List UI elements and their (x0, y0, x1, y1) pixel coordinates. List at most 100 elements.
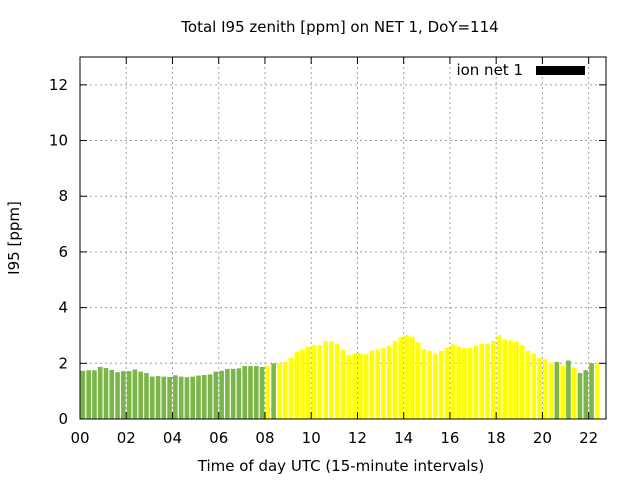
bar (543, 359, 548, 419)
bar (138, 371, 143, 419)
bar (375, 349, 380, 419)
x-tick-label: 18 (487, 429, 506, 447)
bar (236, 368, 242, 419)
bar (265, 366, 271, 419)
bar (427, 350, 433, 419)
bar (415, 342, 421, 419)
bar (410, 336, 415, 419)
bar (358, 353, 363, 419)
bar (306, 346, 311, 419)
bar (219, 370, 224, 419)
bar (184, 377, 190, 419)
bar (109, 369, 115, 419)
y-tick-label: 10 (49, 132, 68, 150)
bar (173, 375, 178, 419)
bar (537, 357, 542, 419)
bar (340, 349, 346, 419)
bar (363, 354, 369, 419)
bar (421, 349, 427, 419)
bar (317, 345, 323, 419)
bar (346, 354, 352, 419)
bar (352, 353, 357, 419)
bar (253, 366, 259, 419)
bar (86, 370, 91, 419)
bar (369, 350, 375, 419)
bar (514, 341, 519, 419)
bar (334, 343, 340, 419)
y-tick-label: 2 (58, 354, 68, 372)
bar (595, 363, 600, 419)
bar (531, 353, 537, 419)
bar (259, 366, 265, 419)
bar (496, 335, 502, 419)
bar (398, 336, 404, 419)
x-tick-label: 14 (394, 429, 413, 447)
bar (121, 371, 126, 419)
bar (560, 366, 565, 419)
legend-swatch (536, 66, 585, 75)
bar (473, 346, 479, 419)
bar (467, 347, 473, 419)
bar (300, 349, 305, 419)
bar (115, 372, 120, 419)
bar (155, 376, 161, 419)
bar (502, 339, 508, 419)
bar (201, 375, 207, 419)
y-tick-label: 12 (49, 76, 68, 94)
x-tick-label: 12 (348, 429, 367, 447)
bar (508, 340, 513, 419)
bar (282, 361, 288, 419)
bar (178, 376, 184, 419)
bar (485, 343, 490, 419)
x-tick-label: 16 (440, 429, 459, 447)
y-tick-label: 4 (58, 299, 68, 317)
bar (548, 362, 554, 419)
bar (392, 341, 398, 419)
chart-title: Total I95 zenith [ppm] on NET 1, DoY=114 (180, 18, 498, 36)
bar (277, 363, 282, 419)
bar (554, 361, 560, 419)
bar (213, 371, 219, 419)
bar (230, 368, 236, 419)
bar (456, 346, 461, 419)
legend: ion net 1 (456, 61, 585, 79)
x-tick-label: 10 (302, 429, 321, 447)
bar (294, 352, 300, 419)
x-tick-label: 08 (255, 429, 274, 447)
bar (589, 363, 594, 419)
bar (97, 366, 103, 419)
bar (525, 350, 531, 419)
bar (433, 353, 438, 419)
bar (132, 369, 138, 419)
bar (404, 334, 409, 419)
bar (323, 341, 328, 419)
bar (149, 376, 155, 419)
bars (80, 334, 600, 419)
bar (190, 376, 196, 419)
bar (490, 341, 496, 419)
bar (311, 345, 317, 419)
legend-label: ion net 1 (456, 61, 523, 79)
bar (207, 374, 213, 419)
x-tick-label: 02 (117, 429, 136, 447)
y-tick-label: 8 (58, 187, 68, 205)
bar (583, 370, 589, 419)
bar (288, 357, 294, 419)
y-tick-label: 6 (58, 243, 68, 261)
bar (92, 370, 97, 419)
bar (329, 341, 334, 419)
grid (80, 57, 606, 419)
bar (577, 373, 583, 419)
x-tick-label: 22 (579, 429, 598, 447)
bar (566, 360, 571, 419)
x-tick-label: 06 (209, 429, 228, 447)
bar (167, 376, 172, 419)
x-tick-label: 00 (70, 429, 89, 447)
bar (161, 376, 167, 419)
bar (103, 368, 109, 419)
bar (271, 363, 276, 419)
x-tick-label: 04 (163, 429, 182, 447)
bar (571, 367, 577, 419)
